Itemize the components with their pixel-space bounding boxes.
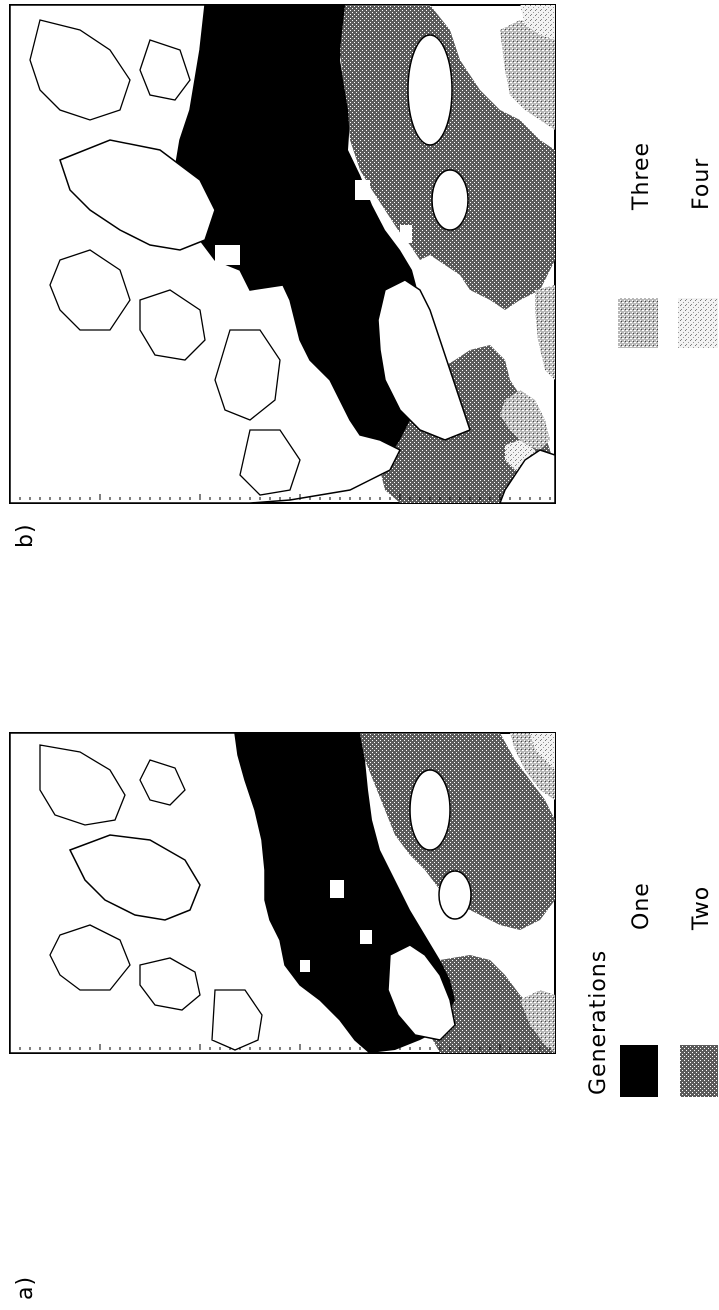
- arctic-islands-a: [39, 744, 263, 1051]
- panel-a-label: a): [13, 1276, 38, 1300]
- region-three-a-sw: [520, 990, 555, 1053]
- hudson-bay-a: [68, 834, 201, 921]
- region-four: [520, 5, 555, 40]
- legend-label-one: One: [629, 882, 654, 930]
- gap-a-3: [300, 960, 310, 972]
- panel-b-label: b): [13, 523, 38, 548]
- gulf-of-st-lawrence: [377, 279, 471, 441]
- lake-superior: [407, 34, 453, 146]
- region-three: [500, 390, 550, 450]
- region-two-a: [360, 733, 555, 930]
- panel-b-map: [9, 4, 556, 504]
- lake-michigan: [431, 169, 469, 231]
- region-three-sw: [535, 285, 555, 380]
- legend-swatch-two: [680, 1045, 718, 1097]
- lake-superior-a: [409, 769, 451, 851]
- gap-4: [290, 430, 302, 440]
- region-four-a: [530, 733, 555, 770]
- panel-a-ticks: [9, 1044, 551, 1050]
- gulf-a: [387, 944, 456, 1041]
- region-three-east: [500, 20, 555, 130]
- legend-swatch-three: [618, 298, 658, 348]
- panel-b-ticks: [9, 494, 551, 500]
- legend-label-two: Two: [689, 886, 714, 931]
- legend: Generations One Two Three Four: [586, 142, 718, 1097]
- gap-a-1: [330, 880, 344, 898]
- hudson-bay: [59, 139, 216, 251]
- region-two: [340, 5, 555, 310]
- arctic-land: [10, 5, 402, 503]
- arctic-islands: [29, 19, 301, 496]
- panel-b-regions: [10, 5, 555, 503]
- gap-a-2: [360, 930, 372, 944]
- panel-a-map: [9, 732, 556, 1054]
- atlantic-coast: [499, 449, 555, 503]
- region-two-a-south: [430, 955, 555, 1053]
- panel-a-regions: [10, 733, 555, 1053]
- legend-swatch-four: [678, 298, 718, 348]
- gap-1: [215, 245, 240, 265]
- gap-2: [355, 180, 370, 200]
- legend-swatch-one: [620, 1045, 658, 1097]
- legend-label-four: Four: [689, 158, 714, 210]
- legend-label-three: Three: [629, 142, 654, 211]
- legend-title: Generations: [586, 950, 611, 1095]
- lake-michigan-a: [438, 870, 472, 920]
- gap-3: [400, 225, 412, 243]
